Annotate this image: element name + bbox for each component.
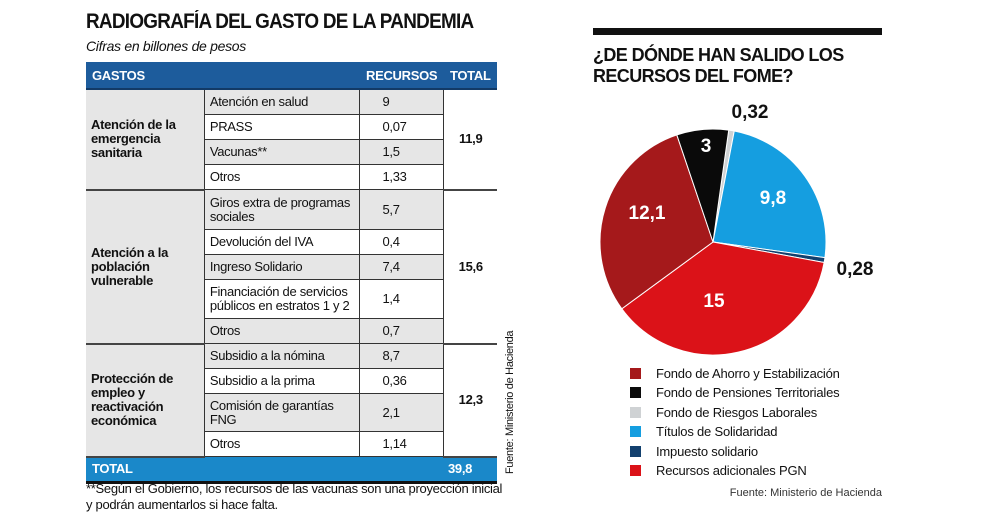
- legend-label: Fondo de Ahorro y Estabilización: [656, 366, 840, 381]
- group-name: Protección de empleo y reactivación econ…: [86, 342, 205, 458]
- table-row: Otros 1,33: [86, 164, 497, 190]
- chart-title: ¿DE DÓNDE HAN SALIDO LOS RECURSOS DEL FO…: [593, 45, 844, 86]
- item-value: 0,4: [359, 229, 445, 255]
- item-label: Comisión de garantías FNG: [203, 393, 361, 432]
- table-row: Vacunas** 1,5: [86, 139, 497, 165]
- legend-swatch: [630, 426, 641, 438]
- chart-source: Fuente: Ministerio de Hacienda: [729, 487, 882, 499]
- table-row: PRASS 0,07: [86, 114, 497, 140]
- table-header: GASTOS RECURSOS TOTAL: [86, 62, 497, 90]
- slice-label: 0,28: [837, 259, 874, 280]
- pie-slice: [712, 130, 827, 259]
- footnote: **Según el Gobierno, los recursos de las…: [86, 481, 503, 512]
- legend-item: Recursos adicionales PGN: [630, 463, 807, 478]
- legend-swatch: [630, 387, 641, 399]
- slice-label: 15: [703, 291, 725, 312]
- legend-label: Impuesto solidario: [656, 443, 758, 459]
- table-row: Otros 1,14: [86, 431, 497, 457]
- item-value: 2,1: [359, 393, 445, 432]
- item-value: 0,7: [359, 318, 445, 344]
- spending-table: GASTOS RECURSOS TOTAL Atención de la eme…: [86, 62, 497, 484]
- legend-label: Fondo de Pensiones Territoriales: [656, 385, 840, 401]
- item-label: Vacunas**: [203, 139, 361, 165]
- item-value: 1,4: [359, 279, 445, 319]
- table-row: Otros 0,7: [86, 318, 497, 344]
- item-label: Otros: [203, 164, 361, 190]
- table-subtitle: Cifras en billones de pesos: [86, 38, 246, 54]
- item-value: 8,7: [359, 343, 445, 369]
- table-row: Atención de la emergencia sanitaria Atenc…: [86, 88, 497, 191]
- slice-label: 3: [701, 136, 712, 157]
- item-value: 0,36: [359, 368, 445, 394]
- pie-chart: 0,32 9,8 0,28 15 12,1 3: [599, 102, 874, 356]
- divider-bar: [593, 28, 882, 35]
- item-value: 7,4: [359, 254, 445, 280]
- item-label: Atención en salud: [203, 88, 361, 115]
- header-total: TOTAL: [443, 62, 497, 90]
- item-label: Financiación de servicios públicos en es…: [203, 279, 361, 319]
- legend-item: Fondo de Ahorro y Estabilización: [630, 366, 840, 381]
- item-label: Otros: [203, 431, 361, 457]
- table-row: Devolución del IVA 0,4: [86, 229, 497, 255]
- legend-swatch: [630, 406, 641, 418]
- slice-label: 9,8: [760, 188, 786, 209]
- item-label: Otros: [203, 318, 361, 344]
- total-value: 39,8: [443, 456, 497, 484]
- item-label: Devolución del IVA: [203, 229, 361, 255]
- legend-swatch: [630, 445, 641, 457]
- legend-swatch: [630, 465, 641, 476]
- group-total: 15,6: [443, 188, 497, 345]
- table-row: Protección de empleo y reactivación econ…: [86, 342, 497, 458]
- item-value: 1,14: [359, 431, 445, 457]
- legend-label: Recursos adicionales PGN: [656, 463, 807, 478]
- legend-label: Fondo de Riesgos Laborales: [656, 404, 818, 420]
- total-row: TOTAL 39,8: [86, 456, 497, 484]
- table-row: Atención a la población vulnerable Giros …: [86, 188, 497, 345]
- pie-slice: [676, 128, 730, 243]
- table-row: Financiación de servicios públicos en es…: [86, 279, 497, 319]
- item-label: Giros extra de programas sociales: [203, 189, 361, 230]
- header-recursos: RECURSOS: [359, 62, 444, 90]
- item-label: Subsidio a la nómina: [203, 343, 361, 369]
- item-value: 5,7: [359, 189, 445, 230]
- table-title: RADIOGRAFÍA DEL GASTO DE LA PANDEMIA: [86, 10, 474, 33]
- pie-slice: [621, 241, 825, 356]
- legend-item: Títulos de Solidaridad: [630, 424, 778, 440]
- legend-item: Fondo de Pensiones Territoriales: [630, 385, 840, 401]
- item-value: 1,5: [359, 139, 445, 165]
- legend-swatch: [630, 368, 641, 379]
- table-row: Ingreso Solidario 7,4: [86, 254, 497, 280]
- legend-item: Fondo de Riesgos Laborales: [630, 405, 817, 420]
- pie-slice: [599, 134, 714, 310]
- item-label: PRASS: [203, 114, 361, 140]
- item-value: 9: [359, 88, 445, 115]
- slice-label: 12,1: [629, 203, 666, 224]
- item-value: 1,33: [359, 164, 445, 190]
- group-name: Atención a la población vulnerable: [86, 188, 205, 345]
- total-label: TOTAL: [86, 456, 444, 484]
- legend-item: Impuesto solidario: [630, 444, 758, 459]
- legend-label: Títulos de Solidaridad: [656, 424, 778, 440]
- group-total: 12,3: [443, 342, 497, 458]
- header-gastos: GASTOS: [86, 62, 360, 90]
- item-value: 0,07: [359, 114, 445, 140]
- slice-label: 0,32: [732, 102, 769, 123]
- item-label: Ingreso Solidario: [203, 254, 361, 280]
- group-total: 11,9: [443, 88, 497, 191]
- group-name: Atención de la emergencia sanitaria: [86, 88, 205, 191]
- item-label: Subsidio a la prima: [203, 368, 361, 394]
- table-source: Fuente: Ministerio de Hacienda: [504, 330, 516, 474]
